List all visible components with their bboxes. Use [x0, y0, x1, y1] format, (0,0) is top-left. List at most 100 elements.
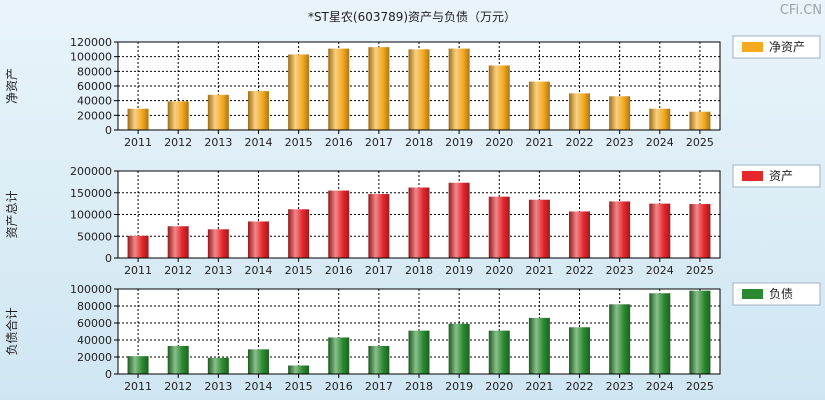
y-axis-label: 净资产: [5, 68, 19, 104]
x-tick-label: 2016: [325, 136, 353, 149]
bar-assets-2011[interactable]: [127, 235, 149, 258]
bar-net-assets-2025[interactable]: [689, 111, 711, 130]
bar-liabilities-2024[interactable]: [649, 293, 671, 374]
bar-assets-2017[interactable]: [368, 194, 390, 258]
y-tick-label: 150000: [70, 187, 112, 200]
y-tick-label: 100000: [70, 283, 112, 296]
panel-liabilities: 0 20000 40000 60000 80000 100000 2011 2012 2013 2…: [4, 282, 821, 393]
bar-liabilities-2011[interactable]: [127, 356, 149, 374]
y-tick-label: 60000: [77, 80, 112, 93]
x-tick-label: 2013: [204, 136, 232, 149]
x-tick-label: 2011: [124, 264, 152, 277]
x-tick-label: 2024: [646, 264, 674, 277]
bar-liabilities-2025[interactable]: [689, 290, 711, 374]
x-tick-label: 2015: [285, 380, 313, 393]
bar-assets-2015[interactable]: [288, 209, 310, 258]
bar-assets-2022[interactable]: [569, 211, 591, 258]
bar-net-assets-2014[interactable]: [247, 91, 269, 130]
bar-liabilities-2013[interactable]: [207, 357, 229, 374]
x-tick-label: 2020: [485, 264, 513, 277]
bar-net-assets-2017[interactable]: [368, 47, 390, 131]
bar-assets-2024[interactable]: [649, 203, 671, 258]
x-tick-label: 2017: [365, 380, 393, 393]
x-tick-label: 2018: [405, 136, 433, 149]
x-tick-label: 2015: [285, 264, 313, 277]
x-tick-label: 2014: [244, 264, 272, 277]
y-axis-label: 资产总计: [5, 190, 19, 238]
x-tick-label: 2023: [606, 264, 634, 277]
y-tick-label: 50000: [77, 230, 112, 243]
y-tick-label: 60000: [77, 317, 112, 330]
x-tick-label: 2020: [485, 136, 513, 149]
y-tick-label: 40000: [77, 334, 112, 347]
bar-liabilities-2022[interactable]: [569, 327, 591, 374]
bar-liabilities-2020[interactable]: [488, 330, 510, 374]
bar-net-assets-2021[interactable]: [528, 81, 550, 130]
bar-assets-2025[interactable]: [689, 204, 711, 258]
bar-net-assets-2012[interactable]: [167, 101, 189, 130]
bar-liabilities-2017[interactable]: [368, 345, 390, 374]
bar-assets-2016[interactable]: [328, 190, 350, 258]
bar-net-assets-2023[interactable]: [609, 96, 631, 130]
y-tick-label: 40000: [77, 95, 112, 108]
x-tick-label: 2019: [445, 380, 473, 393]
bar-liabilities-2015[interactable]: [288, 365, 310, 375]
bar-assets-2021[interactable]: [528, 199, 550, 258]
bar-net-assets-2011[interactable]: [127, 108, 149, 130]
bar-assets-2012[interactable]: [167, 226, 189, 258]
x-tick-label: 2018: [405, 380, 433, 393]
x-tick-label: 2023: [606, 136, 634, 149]
bar-net-assets-2022[interactable]: [569, 93, 591, 130]
x-tick-label: 2019: [445, 264, 473, 277]
bar-assets-2023[interactable]: [609, 201, 631, 258]
x-tick-label: 2025: [686, 136, 714, 149]
bar-net-assets-2020[interactable]: [488, 65, 510, 130]
bar-net-assets-2018[interactable]: [408, 49, 430, 131]
bar-liabilities-2012[interactable]: [167, 345, 189, 374]
plot-frame: [117, 288, 721, 375]
legend-net-assets[interactable]: 净资产: [732, 35, 821, 59]
bar-net-assets-2019[interactable]: [448, 48, 470, 130]
legend-swatch: [742, 171, 763, 181]
x-tick-label: 2014: [244, 136, 272, 149]
legend-label: 净资产: [769, 40, 805, 54]
bar-net-assets-2016[interactable]: [328, 48, 350, 130]
plot-frame: [117, 41, 721, 131]
x-tick-label: 2015: [285, 136, 313, 149]
y-tick-label: 100000: [70, 209, 112, 222]
bar-net-assets-2024[interactable]: [649, 108, 671, 130]
bar-liabilities-2021[interactable]: [528, 317, 550, 374]
x-tick-label: 2019: [445, 136, 473, 149]
y-axis-label: 负债合计: [4, 307, 19, 355]
legend-swatch: [742, 289, 763, 299]
bar-liabilities-2019[interactable]: [448, 323, 470, 374]
bar-net-assets-2013[interactable]: [207, 94, 229, 130]
x-tick-label: 2013: [204, 380, 232, 393]
y-tick-label: 80000: [77, 300, 112, 313]
bar-liabilities-2023[interactable]: [609, 304, 631, 374]
bar-assets-2018[interactable]: [408, 187, 430, 258]
bar-liabilities-2018[interactable]: [408, 330, 430, 374]
legend-label: 资产: [769, 169, 793, 183]
y-tick-label: 120000: [70, 36, 112, 49]
bar-assets-2019[interactable]: [448, 182, 470, 258]
bar-net-assets-2015[interactable]: [288, 54, 310, 130]
bar-assets-2014[interactable]: [247, 221, 269, 258]
x-tick-label: 2012: [164, 380, 192, 393]
bar-liabilities-2016[interactable]: [328, 337, 350, 374]
y-tick-label: 100000: [70, 51, 112, 64]
legend-box: [732, 282, 821, 306]
x-tick-label: 2024: [646, 380, 674, 393]
legend-box: [732, 35, 821, 59]
y-tick-label: 0: [105, 124, 112, 137]
bar-assets-2013[interactable]: [207, 229, 229, 258]
bar-liabilities-2014[interactable]: [247, 349, 269, 374]
bar-assets-2020[interactable]: [488, 196, 510, 258]
legend-liabilities[interactable]: 负债: [732, 282, 821, 306]
y-tick-label: 0: [105, 368, 112, 381]
panel-assets: 0 50000 100000 150000 200000 2011 2012 2013 2014…: [5, 164, 821, 277]
legend-label: 负债: [769, 287, 793, 301]
legend-assets[interactable]: 资产: [732, 164, 821, 188]
